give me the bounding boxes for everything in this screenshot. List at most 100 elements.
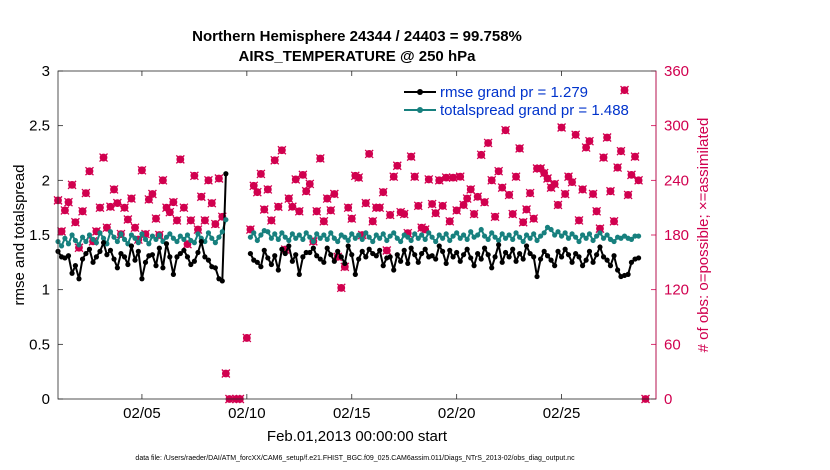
obs-assimilated-cross bbox=[207, 198, 217, 208]
obs-assimilated-cross bbox=[585, 136, 594, 146]
rmse-point bbox=[628, 259, 635, 265]
rmse-point bbox=[600, 254, 607, 260]
rmse-point bbox=[170, 271, 177, 277]
rmse-point bbox=[202, 254, 208, 260]
obs-count-marker bbox=[511, 172, 521, 182]
totalspread-point bbox=[408, 237, 414, 244]
obs-assimilated-cross bbox=[413, 201, 423, 211]
totalspread-point bbox=[307, 234, 313, 240]
obs-assimilated-cross bbox=[410, 172, 420, 182]
obs-count-marker bbox=[606, 186, 615, 196]
obs-assimilated-cross bbox=[91, 226, 101, 236]
totalspread-point bbox=[366, 234, 372, 240]
x-tick-label: 02/20 bbox=[438, 405, 476, 422]
rmse-point bbox=[579, 263, 586, 269]
obs-assimilated-cross bbox=[123, 215, 133, 224]
obs-count-marker bbox=[494, 166, 504, 176]
totalspread-point bbox=[460, 232, 467, 238]
totalspread-point bbox=[499, 231, 505, 237]
totalspread-point bbox=[139, 231, 145, 237]
rmse-point bbox=[534, 273, 540, 280]
obs-assimilated-cross bbox=[620, 85, 629, 95]
obs-assimilated-cross bbox=[64, 197, 73, 207]
obs-assimilated-cross bbox=[434, 175, 444, 185]
obs-assimilated-cross bbox=[476, 150, 486, 160]
totalspread-point bbox=[303, 230, 309, 236]
obs-count-marker bbox=[263, 184, 273, 194]
obs-count-marker bbox=[557, 123, 567, 132]
obs-count-marker bbox=[424, 174, 434, 184]
obs-count-marker bbox=[67, 180, 77, 190]
obs-assimilated-cross bbox=[130, 223, 140, 233]
obs-count-marker bbox=[466, 184, 476, 194]
obs-count-marker bbox=[315, 154, 325, 163]
totalspread-point bbox=[205, 230, 212, 236]
rmse-point bbox=[317, 256, 323, 262]
obs-assimilated-cross bbox=[277, 145, 287, 155]
totalspread-point bbox=[153, 236, 159, 242]
rmse-point bbox=[377, 247, 383, 253]
obs-assimilated-cross bbox=[616, 146, 626, 156]
totalspread-point bbox=[97, 230, 103, 236]
obs-count-marker bbox=[567, 177, 577, 187]
obs-count-marker bbox=[70, 217, 80, 227]
totalspread-point bbox=[184, 232, 191, 238]
obs-assimilated-cross bbox=[378, 187, 388, 197]
totalspread-point bbox=[394, 235, 400, 241]
obs-count-marker bbox=[599, 153, 609, 163]
obs-assimilated-cross bbox=[508, 209, 518, 219]
obs-assimilated-cross bbox=[634, 175, 644, 185]
obs-assimilated-cross bbox=[392, 161, 402, 171]
obs-assimilated-cross bbox=[109, 184, 119, 194]
obs-assimilated-cross bbox=[448, 173, 458, 183]
obs-count-marker bbox=[543, 174, 552, 183]
rmse-point bbox=[565, 252, 572, 258]
obs-assimilated-cross bbox=[305, 179, 315, 189]
rmse-point bbox=[359, 248, 365, 254]
totalspread-point bbox=[531, 231, 537, 237]
rmse-point bbox=[188, 261, 194, 268]
totalspread-point bbox=[324, 236, 330, 242]
obs-count-marker bbox=[504, 190, 514, 200]
obs-count-marker bbox=[438, 201, 448, 211]
totalspread-point bbox=[293, 235, 299, 241]
obs-count-marker bbox=[518, 217, 528, 227]
rmse-point bbox=[167, 254, 173, 260]
obs-count-marker bbox=[385, 210, 395, 220]
legend: rmse grand pr = 1.279 totalspread grand … bbox=[404, 84, 629, 119]
obs-count-marker bbox=[585, 136, 594, 146]
obs-assimilated-cross bbox=[301, 186, 311, 196]
obs-assimilated-cross bbox=[550, 179, 560, 189]
obs-assimilated-cross bbox=[564, 172, 573, 182]
totalspread-point bbox=[212, 240, 218, 246]
obs-assimilated-cross bbox=[322, 194, 332, 204]
rmse-point bbox=[219, 278, 225, 284]
obs-assimilated-cross bbox=[319, 216, 329, 226]
obs-count-marker bbox=[609, 216, 619, 226]
totalspread-point bbox=[321, 232, 327, 238]
obs-assimilated-cross bbox=[515, 143, 525, 153]
rmse-point bbox=[268, 261, 274, 268]
rmse-point bbox=[576, 254, 582, 260]
rmse-point bbox=[153, 263, 159, 269]
obs-count-marker bbox=[203, 175, 213, 185]
totalspread-point bbox=[177, 233, 183, 239]
y-left-tick-label: 2 bbox=[42, 172, 50, 189]
totalspread-point bbox=[146, 241, 152, 247]
obs-assimilated-cross bbox=[57, 226, 67, 236]
obs-count-marker bbox=[620, 85, 629, 95]
totalspread-point bbox=[489, 230, 495, 236]
obs-assimilated-cross bbox=[165, 207, 175, 217]
rmse-point bbox=[93, 254, 99, 260]
rmse-point bbox=[132, 257, 138, 263]
obs-count-marker bbox=[81, 188, 91, 198]
obs-count-marker bbox=[179, 203, 189, 213]
rmse-point bbox=[531, 254, 537, 260]
obs-assimilated-cross bbox=[249, 181, 259, 191]
totalspread-point bbox=[468, 229, 474, 235]
obs-assimilated-cross bbox=[396, 207, 406, 217]
totalspread-point bbox=[135, 240, 141, 246]
totalspread-point bbox=[454, 230, 460, 236]
x-tick-label: 02/05 bbox=[123, 405, 161, 422]
obs-count-marker bbox=[399, 209, 409, 219]
